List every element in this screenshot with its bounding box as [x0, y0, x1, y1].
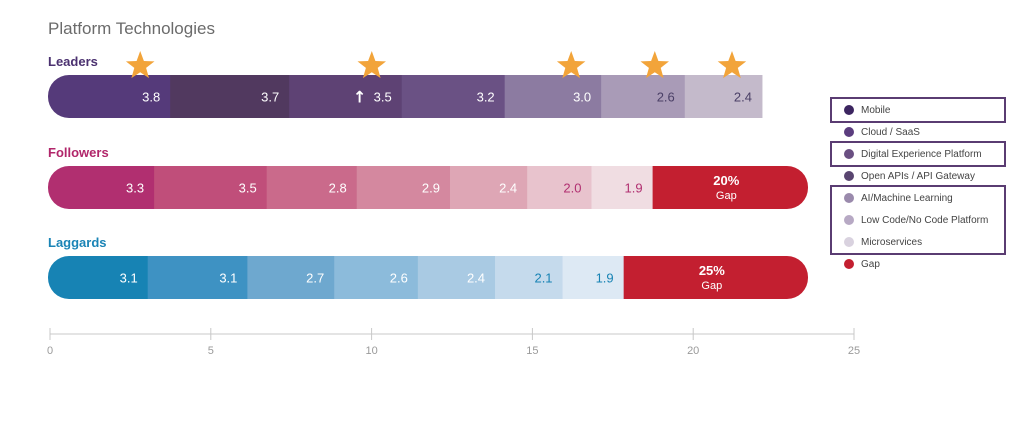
bar-segment: [154, 166, 268, 209]
star-icon: [717, 51, 747, 79]
bar-row-leaders: [48, 75, 763, 118]
legend-label: Low Code/No Code Platform: [861, 214, 989, 226]
data-label: 2.0: [563, 181, 581, 196]
bar-segment: [684, 75, 763, 118]
bar-segment: [247, 256, 335, 299]
x-tick-label: 15: [526, 345, 538, 357]
gap-label: 20%: [713, 173, 739, 188]
chart-title: Platform Technologies: [48, 19, 215, 38]
data-label: 3.5: [374, 90, 392, 105]
legend: Mobile Cloud / SaaS Digital Experience Pla…: [830, 97, 1006, 275]
data-label: 2.8: [329, 181, 347, 196]
legend-dot-icon: [844, 215, 854, 225]
bar-segment: [591, 166, 654, 209]
star-icon: [556, 51, 586, 79]
legend-dot-icon: [844, 193, 854, 203]
bar-segment: [48, 256, 149, 299]
x-tick-label: 0: [47, 345, 53, 357]
legend-dot-icon: [844, 149, 854, 159]
data-label: 3.5: [239, 181, 257, 196]
legend-label: Cloud / SaaS: [861, 126, 920, 138]
legend-label: Open APIs / API Gateway: [861, 170, 975, 182]
legend-highlight-box: [830, 97, 1006, 123]
bar-segment: [48, 166, 155, 209]
data-label: 3.8: [142, 90, 160, 105]
x-tick-label: 25: [848, 345, 860, 357]
legend-highlight-box: [830, 185, 1006, 255]
bar-segment: [450, 166, 528, 209]
data-label: 2.1: [534, 271, 552, 286]
legend-item: Cloud / SaaS: [834, 121, 1006, 143]
x-tick-label: 20: [687, 345, 699, 357]
up-arrow-icon: ↑: [353, 88, 366, 107]
legend-label: Microservices: [861, 236, 923, 248]
legend-highlight-box: [830, 141, 1006, 167]
bar-segment: [170, 75, 290, 118]
bar-segment: [147, 256, 248, 299]
x-tick-label: 5: [208, 345, 214, 357]
legend-dot-icon: [844, 105, 854, 115]
legend-label: Digital Experience Platform: [861, 148, 982, 160]
bar-row-laggards: [48, 256, 808, 299]
legend-label: Gap: [861, 258, 880, 270]
bar-segment: [527, 166, 593, 209]
bar-segment: [48, 75, 171, 118]
legend-dot-icon: [844, 259, 854, 269]
legend-dot-icon: [844, 127, 854, 137]
data-label: 3.7: [261, 90, 279, 105]
bar-row-followers: [48, 166, 808, 209]
bar-segment: [601, 75, 686, 118]
data-label: 2.7: [306, 271, 324, 286]
data-label: 1.9: [625, 181, 643, 196]
x-tick-label: 10: [365, 345, 377, 357]
bar-segment: [289, 75, 403, 118]
legend-label: AI/Machine Learning: [861, 192, 953, 204]
data-label: 2.6: [390, 271, 408, 286]
bar-segment: [356, 166, 451, 209]
category-label: Leaders: [48, 54, 98, 69]
legend-item: AI/Machine Learning: [834, 187, 1006, 209]
legend-dot-icon: [844, 171, 854, 181]
bar-segment: [417, 256, 496, 299]
gap-label: 25%: [699, 263, 725, 278]
data-label: 2.4: [499, 181, 517, 196]
star-icon: [357, 51, 386, 79]
legend-item: Digital Experience Platform: [834, 143, 1006, 165]
bar-segment: [266, 166, 358, 209]
legend-item: Open APIs / API Gateway: [834, 165, 1006, 187]
legend-item: Microservices: [834, 231, 1006, 253]
legend-item: Gap: [834, 253, 1006, 275]
data-label: 3.1: [120, 271, 138, 286]
star-icon: [640, 51, 669, 79]
legend-item: Mobile: [834, 99, 1006, 121]
data-label: 2.4: [467, 271, 485, 286]
legend-dot-icon: [844, 237, 854, 247]
gap-sublabel: Gap: [716, 190, 737, 202]
category-label: Laggards: [48, 235, 107, 250]
bar-segment: [504, 75, 602, 118]
gap-sublabel: Gap: [701, 280, 722, 292]
star-icon: [125, 51, 155, 79]
legend-item: Low Code/No Code Platform: [834, 209, 1006, 231]
data-label: 3.0: [573, 90, 591, 105]
data-label: 2.4: [734, 90, 752, 105]
data-label: 3.1: [219, 271, 237, 286]
bar-segment: [562, 256, 625, 299]
data-label: 2.6: [657, 90, 675, 105]
category-label: Followers: [48, 145, 109, 160]
bar-segment: [401, 75, 506, 118]
gap-segment: [652, 166, 808, 209]
data-label: 1.9: [596, 271, 614, 286]
bar-segment: [495, 256, 564, 299]
bar-segment: [334, 256, 419, 299]
data-label: 2.9: [422, 181, 440, 196]
legend-label: Mobile: [861, 104, 891, 116]
data-label: 3.3: [126, 181, 144, 196]
data-label: 3.2: [477, 90, 495, 105]
gap-segment: [623, 256, 808, 299]
